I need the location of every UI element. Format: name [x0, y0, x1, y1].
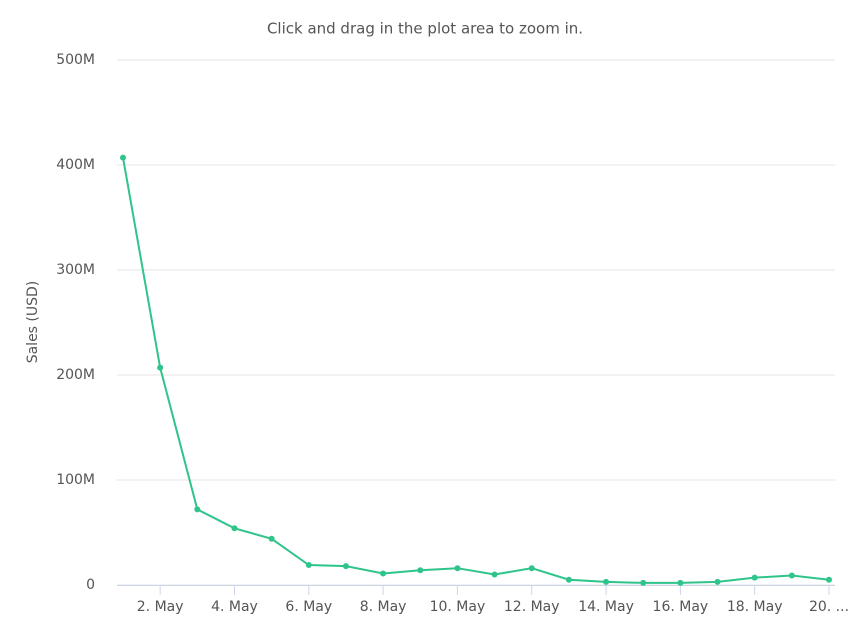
- x-tick-label: 4. May: [211, 599, 258, 615]
- point: [640, 579, 647, 586]
- point: [677, 579, 684, 586]
- point: [751, 574, 758, 581]
- x-tick-label: 16. May: [653, 599, 709, 615]
- point: [528, 565, 535, 572]
- point: [417, 567, 424, 574]
- x-tick-label: 6. May: [285, 599, 332, 615]
- point: [454, 565, 461, 572]
- y-tick-label: 400M: [56, 157, 95, 173]
- y-tick-label: 500M: [56, 52, 95, 68]
- x-tick-label: 14. May: [578, 599, 634, 615]
- y-tick-label: 300M: [56, 262, 95, 278]
- series-line: [122, 157, 830, 584]
- point: [194, 506, 201, 513]
- point: [826, 576, 832, 583]
- point: [342, 563, 349, 570]
- x-tick-label: 8. May: [360, 599, 407, 615]
- y-tick-label: 100M: [56, 472, 95, 488]
- y-tick-label: 0: [86, 577, 95, 593]
- x-tick-label: 20. ...: [809, 599, 849, 615]
- x-tick-label: 18. May: [727, 599, 783, 615]
- point: [157, 364, 164, 371]
- point: [268, 535, 275, 542]
- point: [714, 578, 721, 585]
- y-tick-label: 200M: [56, 367, 95, 383]
- chart-subtitle: Click and drag in the plot area to zoom …: [267, 20, 583, 38]
- point: [380, 570, 387, 577]
- x-tick-label: 2. May: [137, 599, 184, 615]
- x-tick-label: 12. May: [504, 599, 560, 615]
- point: [603, 578, 610, 585]
- point: [491, 571, 498, 578]
- y-axis-title: Sales (USD): [25, 281, 41, 364]
- point: [120, 154, 126, 161]
- point: [305, 562, 312, 569]
- x-tick-label: 10. May: [430, 599, 486, 615]
- point: [565, 576, 572, 583]
- point: [788, 572, 795, 579]
- point: [231, 525, 238, 532]
